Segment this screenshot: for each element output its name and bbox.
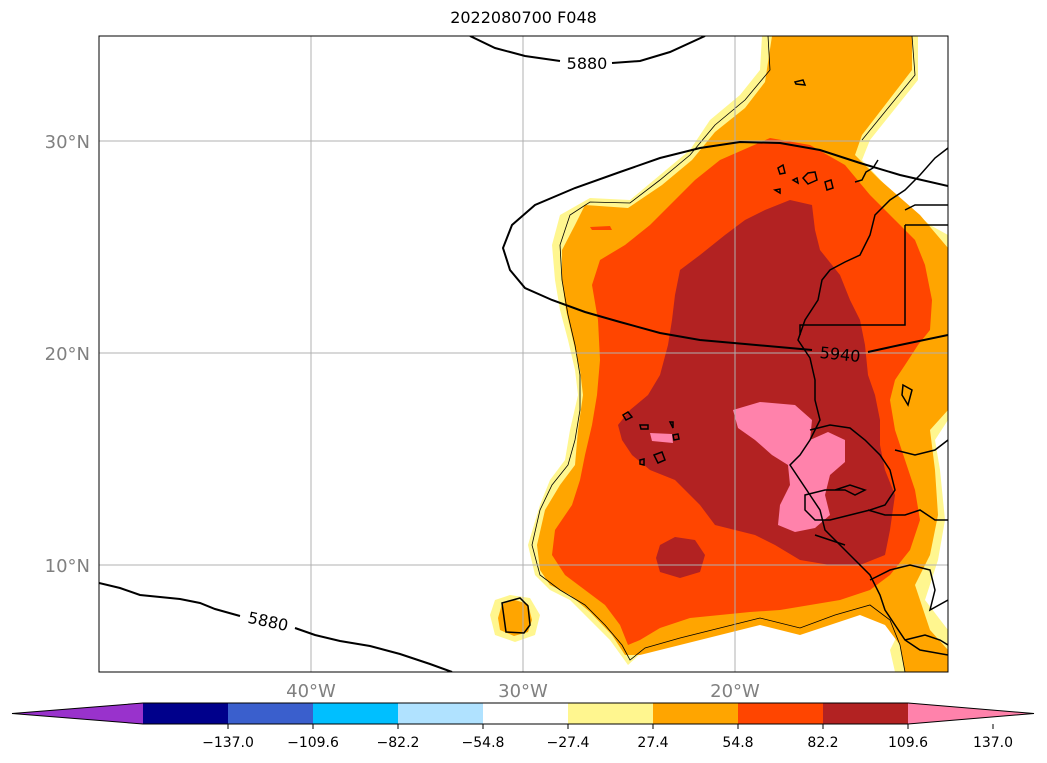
colorbar-tick-label: 54.8 [722, 735, 753, 751]
colorbar-tick-label: −82.2 [377, 735, 420, 751]
lon-label-20w: 20°W [710, 681, 760, 702]
colorbar-tick-label: −109.6 [287, 735, 339, 751]
colorbar-tick-label: 109.6 [888, 735, 928, 751]
height-contours [99, 36, 948, 672]
coastlines [501, 79, 948, 656]
anomaly-core-spot [650, 433, 673, 443]
colorbar-swatch [483, 703, 568, 724]
colorbar-tick-label: −137.0 [202, 735, 254, 751]
lat-label-20n: 20°N [45, 344, 90, 365]
colorbar: −137.0 −109.6 −82.2 −54.8 −27.4 27.4 54.8 82.2 1… [11, 702, 1035, 751]
colorbar-swatch [653, 703, 738, 724]
map-frame [98, 35, 949, 673]
contour-label-5940: 5940 [819, 343, 861, 366]
colorbar-tick-label: 137.0 [973, 735, 1013, 751]
colorbar-tick-label: 82.2 [807, 735, 838, 751]
plot-title: 2022080700 F048 [450, 8, 597, 27]
anomaly-outline-right [861, 36, 916, 141]
anomaly-spot-82 [590, 226, 612, 230]
colorbar-swatch [313, 703, 398, 724]
anomaly-outline [531, 36, 906, 672]
colorbar-tick-label: −27.4 [547, 735, 590, 751]
lat-label-30n: 30°N [45, 132, 90, 153]
anomaly-spot-110 [656, 537, 705, 578]
map-area: 5880 5940 5880 [99, 36, 948, 672]
colorbar-tick-label: 27.4 [637, 735, 668, 751]
colorbar-swatch [823, 703, 908, 724]
anomaly-core-137 [733, 402, 845, 532]
lon-label-30w: 30°W [498, 681, 548, 702]
colorbar-extend-min [12, 703, 143, 724]
colorbar-swatch [738, 703, 823, 724]
contour-label-5880-top: 5880 [567, 54, 608, 73]
lat-label-10n: 10°N [45, 556, 90, 577]
colorbar-swatch [143, 703, 228, 724]
colorbar-outline [11, 702, 1035, 725]
colorbar-swatch [568, 703, 653, 724]
colorbar-swatch [228, 703, 313, 724]
colorbar-swatch [398, 703, 483, 724]
colorbar-extend-max [908, 703, 1034, 724]
lon-label-40w: 40°W [286, 681, 336, 702]
colorbar-tick-label: −54.8 [462, 735, 505, 751]
